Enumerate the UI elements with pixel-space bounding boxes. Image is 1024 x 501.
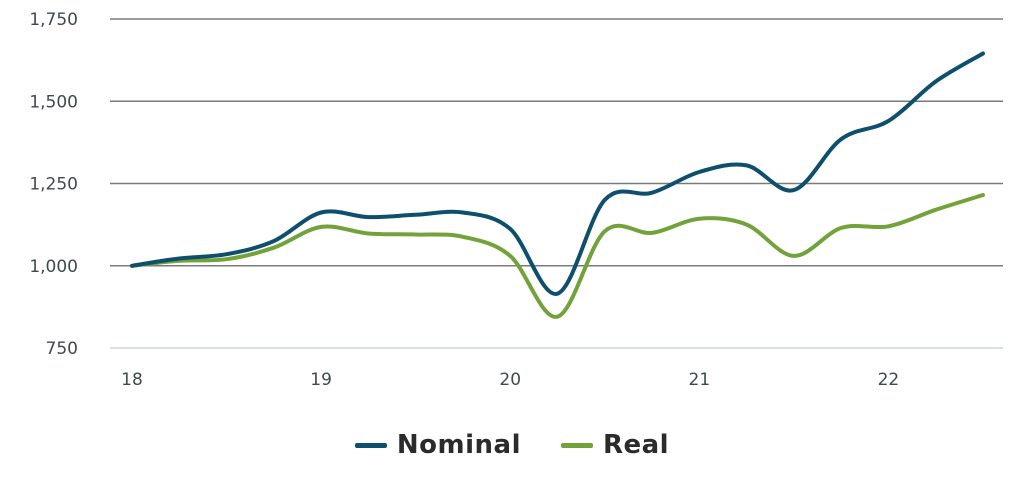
x-tick-label: 20 [499, 370, 521, 390]
y-tick-label: 1,000 [29, 257, 78, 277]
series-line-nominal [130, 51, 985, 296]
x-tick-label: 19 [310, 370, 332, 390]
series-line-real [130, 193, 985, 319]
x-tick-label: 22 [878, 370, 900, 390]
legend-swatch-real [560, 442, 593, 448]
legend-label-real: Real [602, 430, 670, 460]
line-chart: 750 1,000 1,250 1,500 1,750 18 19 20 21 22 [29, 10, 1003, 390]
y-tick-label: 1,500 [29, 92, 78, 112]
legend-item-real: Real [560, 430, 670, 460]
y-axis-ticks: 750 1,000 1,250 1,500 1,750 [29, 10, 78, 359]
legend-swatch-nominal [354, 442, 387, 448]
series-lines [130, 51, 985, 319]
y-tick-label: 750 [46, 339, 78, 359]
x-axis-ticks: 18 19 20 21 22 [121, 370, 899, 390]
grid-lines [110, 18, 1003, 349]
legend-label-nominal: Nominal [396, 430, 521, 460]
y-tick-label: 1,750 [29, 10, 78, 30]
legend-item-nominal: Nominal [354, 430, 521, 460]
x-tick-label: 21 [689, 370, 711, 390]
y-tick-label: 1,250 [29, 175, 78, 195]
x-tick-label: 18 [121, 370, 143, 390]
legend: Nominal Real [0, 430, 1024, 460]
